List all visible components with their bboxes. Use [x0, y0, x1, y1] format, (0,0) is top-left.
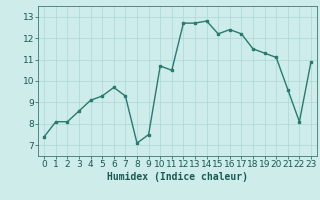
X-axis label: Humidex (Indice chaleur): Humidex (Indice chaleur): [107, 172, 248, 182]
